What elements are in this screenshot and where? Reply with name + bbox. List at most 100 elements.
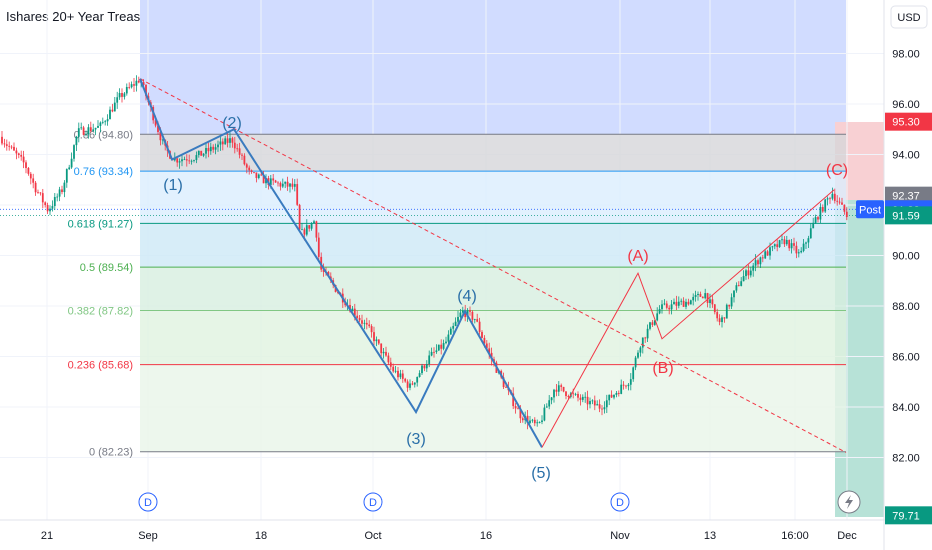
candle-body bbox=[529, 420, 531, 423]
candle-body bbox=[373, 332, 375, 342]
fib-upper-zone bbox=[140, 0, 846, 135]
candle-body bbox=[173, 158, 176, 161]
candle-body bbox=[661, 304, 663, 310]
wave-label: (B) bbox=[652, 360, 673, 377]
candle-body bbox=[608, 394, 611, 401]
fib-level-label: 0 (82.23) bbox=[89, 447, 133, 459]
candle-body bbox=[555, 389, 558, 392]
candle-body bbox=[315, 221, 318, 238]
fib-level-label: 0.618 (91.27) bbox=[68, 218, 133, 230]
candle-body bbox=[838, 201, 841, 203]
candle-body bbox=[833, 193, 836, 201]
candle-body bbox=[358, 317, 361, 321]
currency-label: USD bbox=[897, 12, 920, 24]
candle-body bbox=[625, 385, 627, 387]
candle-body bbox=[61, 189, 63, 193]
candle-body bbox=[272, 178, 275, 181]
candle-body bbox=[368, 324, 371, 327]
candle-body bbox=[586, 396, 589, 405]
candle-body bbox=[483, 337, 486, 344]
candle-body bbox=[255, 172, 258, 179]
candle-body bbox=[101, 121, 104, 123]
candle-body bbox=[121, 93, 123, 97]
price-tag bbox=[885, 206, 932, 225]
candle-body bbox=[301, 229, 303, 231]
candle-body bbox=[461, 310, 464, 313]
dividend-marker bbox=[363, 492, 383, 512]
candle-body bbox=[721, 317, 723, 323]
candle-body bbox=[437, 344, 440, 351]
candle-body bbox=[656, 313, 659, 321]
y-tick-label: 86.00 bbox=[892, 352, 920, 364]
candle-body bbox=[392, 366, 395, 372]
candle-body bbox=[677, 301, 680, 306]
candle-body bbox=[397, 370, 399, 378]
candle-body bbox=[521, 418, 524, 421]
candle-body bbox=[82, 127, 85, 135]
candle-body bbox=[757, 260, 759, 265]
y-tick-label: 88.00 bbox=[892, 301, 920, 313]
candle-body bbox=[274, 180, 277, 183]
candle-body bbox=[440, 344, 443, 349]
fib-band bbox=[140, 364, 846, 452]
candle-body bbox=[565, 391, 567, 396]
candle-body bbox=[104, 121, 107, 123]
candle-body bbox=[737, 285, 740, 287]
candle-body bbox=[502, 377, 505, 388]
candle-body bbox=[106, 119, 109, 122]
candle-body bbox=[632, 367, 635, 380]
candle-body bbox=[512, 393, 515, 407]
candle-body bbox=[277, 182, 279, 184]
candle-body bbox=[692, 296, 695, 301]
candle-body bbox=[752, 265, 755, 271]
price-tag-label: 95.30 bbox=[892, 117, 920, 129]
candle-body bbox=[805, 242, 807, 244]
candle-body bbox=[219, 141, 222, 145]
wave-label: (2) bbox=[222, 115, 242, 132]
fib-level-label: 0.76 (93.34) bbox=[74, 166, 133, 178]
candle-body bbox=[543, 407, 546, 421]
candle-body bbox=[641, 337, 644, 348]
post-badge bbox=[856, 200, 884, 219]
wave-label: (C) bbox=[826, 162, 848, 179]
candle-body bbox=[735, 285, 738, 291]
candle-body bbox=[517, 408, 519, 410]
candle-body bbox=[233, 142, 236, 149]
candle-body bbox=[581, 396, 584, 400]
candle-body bbox=[716, 312, 719, 319]
candle-body bbox=[161, 139, 164, 141]
candle-body bbox=[356, 315, 359, 318]
candle-body bbox=[593, 400, 596, 406]
dividend-marker-label: D bbox=[369, 497, 377, 509]
candle-body bbox=[675, 301, 678, 306]
candle-body bbox=[557, 385, 560, 392]
candle-body bbox=[375, 339, 378, 342]
candle-body bbox=[634, 357, 637, 368]
candle-body bbox=[836, 200, 839, 202]
candle-body bbox=[776, 244, 779, 248]
candle-body bbox=[613, 394, 615, 398]
candle-body bbox=[181, 159, 183, 162]
candle-body bbox=[711, 299, 714, 305]
candle-body bbox=[94, 127, 97, 130]
candle-body bbox=[831, 193, 834, 199]
candle-body bbox=[730, 297, 733, 307]
currency-button[interactable] bbox=[890, 5, 928, 29]
candle-body bbox=[639, 347, 642, 353]
candle-body bbox=[53, 197, 56, 207]
dividend-marker-label: D bbox=[616, 497, 624, 509]
candle-body bbox=[22, 156, 25, 163]
candle-body bbox=[197, 150, 200, 156]
candle-body bbox=[41, 193, 44, 203]
x-tick-label: Sep bbox=[138, 530, 158, 542]
candle-body bbox=[58, 189, 61, 197]
candle-body bbox=[442, 343, 445, 349]
y-tick-label: 98.00 bbox=[892, 49, 920, 61]
candle-body bbox=[485, 343, 488, 349]
candle-body bbox=[425, 364, 428, 369]
candle-body bbox=[723, 317, 726, 319]
candle-body bbox=[622, 384, 625, 386]
dividend-marker bbox=[138, 492, 158, 512]
candle-body bbox=[778, 240, 781, 248]
